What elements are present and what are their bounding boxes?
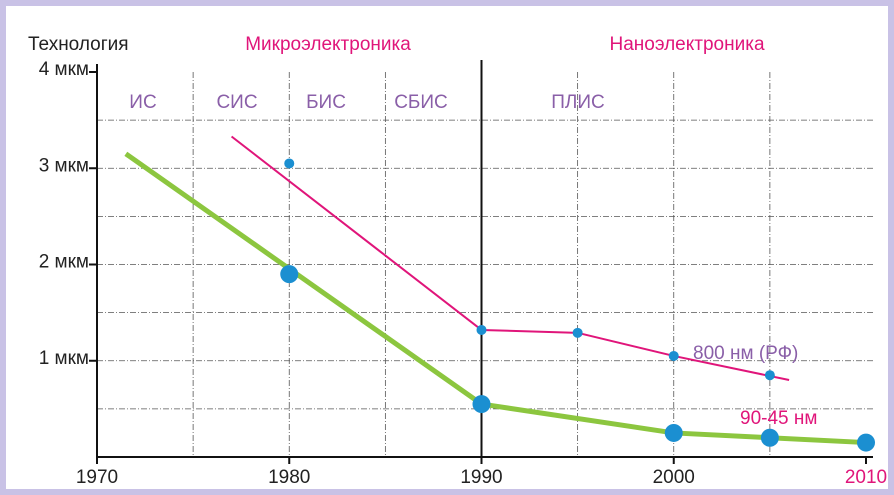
annotation: 90-45 нм: [740, 408, 817, 429]
annotation: 800 нм (РФ): [693, 343, 798, 364]
y-tick-label: 3 мкм: [39, 155, 89, 176]
data-point: [760, 428, 779, 447]
era-label: ПЛИС: [551, 92, 605, 113]
data-point: [280, 265, 299, 284]
era-label: СБИС: [394, 92, 448, 113]
x-tick-label: 2000: [653, 467, 695, 488]
x-tick-label: 1980: [268, 467, 310, 488]
data-point: [764, 370, 775, 381]
data-point: [472, 395, 491, 414]
header: Микроэлектроника: [245, 34, 411, 55]
data-point: [668, 350, 679, 361]
y-axis-title: Технология: [28, 34, 129, 55]
era-label: БИС: [306, 92, 346, 113]
era-label: ИС: [129, 92, 156, 113]
x-tick-label: 1970: [76, 467, 118, 488]
x-tick-label: 1990: [460, 467, 502, 488]
y-tick-label: 4 мкм: [39, 59, 89, 80]
data-point: [476, 324, 487, 335]
x-tick-label: 2010: [845, 467, 887, 488]
y-tick-label: 1 мкм: [39, 348, 89, 369]
data-point: [857, 433, 875, 452]
data-point: [664, 423, 683, 442]
y-tick-label: 2 мкм: [39, 252, 89, 273]
data-point: [284, 158, 295, 169]
data-point: [572, 327, 583, 338]
era-label: СИС: [216, 92, 257, 113]
header: Наноэлектроника: [609, 34, 764, 55]
